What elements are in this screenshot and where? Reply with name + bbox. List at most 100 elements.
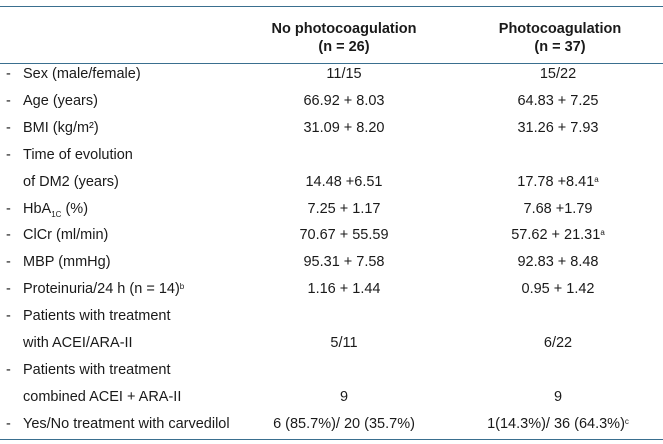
- value-text: 6/22: [543, 335, 573, 351]
- table-row: - Sex (male/female) 11/15 15/22: [0, 62, 663, 88]
- row-label: Age (years): [23, 93, 98, 109]
- row-label-text: Age (years): [23, 92, 98, 109]
- header-no-photocoagulation: No photocoagulation (n = 26): [244, 20, 444, 56]
- value-photocoagulation: 6/22: [458, 335, 658, 351]
- value-text: 95.31 + 7.58: [303, 254, 385, 271]
- value-photocoagulation: 31.26 + 7.93: [458, 120, 658, 136]
- row-label-text: Patients with treatment: [23, 308, 171, 325]
- value-no-photocoagulation: 14.48 +6.51: [244, 174, 444, 190]
- row-label-text: of DM2 (years): [23, 173, 119, 190]
- value-photocoagulation: 15/22: [458, 66, 658, 82]
- value-no-photocoagulation: 70.67 + 55.59: [244, 227, 444, 243]
- value-text: 7.25 + 1.17: [307, 200, 381, 217]
- header-photocoagulation: Photocoagulation (n = 37): [460, 20, 660, 56]
- value-no-photocoagulation: 9: [244, 389, 444, 405]
- value-text: 9: [339, 388, 349, 405]
- row-label-text: BMI (kg/m²): [23, 119, 99, 136]
- bottom-rule: [0, 439, 663, 440]
- value-text: 66.92 + 8.03: [303, 92, 385, 109]
- table-row: - BMI (kg/m²) 31.09 + 8.20 31.26 + 7.93: [0, 116, 663, 142]
- value-photocoagulation: 64.83 + 7.25: [458, 93, 658, 109]
- value-text: 70.67 + 55.59: [299, 227, 389, 244]
- row-label-text: Patients with treatment: [23, 361, 171, 378]
- value-no-photocoagulation: 66.92 + 8.03: [244, 93, 444, 109]
- row-label: of DM2 (years): [23, 174, 119, 190]
- row-label: HbA1C (%): [23, 200, 89, 219]
- table-row: combined ACEI + ARA-II 9 9: [0, 385, 663, 411]
- value-photocoagulation: 17.78 +8.41a: [458, 174, 658, 190]
- row-label-text: Sex (male/female): [23, 66, 141, 82]
- row-bullet: -: [6, 361, 11, 378]
- row-label: Yes/No treatment with carvedilol: [23, 416, 230, 432]
- value-text: 17.78 +8.41: [517, 173, 595, 190]
- value-photocoagulation: 92.83 + 8.48: [458, 254, 658, 270]
- row-bullet: -: [6, 66, 11, 82]
- header-photocoagulation-title: Photocoagulation: [498, 21, 622, 37]
- value-no-photocoagulation: 31.09 + 8.20: [244, 120, 444, 136]
- row-label: Time of evolution: [23, 147, 133, 163]
- row-label: Patients with treatment: [23, 308, 171, 324]
- row-label: BMI (kg/m²): [23, 120, 99, 136]
- row-label: ClCr (ml/min): [23, 227, 108, 243]
- table-row: with ACEI/ARA-II 5/11 6/22: [0, 331, 663, 357]
- row-bullet: -: [6, 200, 11, 217]
- value-no-photocoagulation: 1.16 + 1.44: [244, 281, 444, 297]
- table-row: of DM2 (years) 14.48 +6.51 17.78 +8.41a: [0, 170, 663, 196]
- value-text: 0.95 + 1.42: [521, 281, 595, 298]
- table-row: - MBP (mmHg) 95.31 + 7.58 92.83 + 8.48: [0, 250, 663, 276]
- row-label-suffix: (%): [61, 200, 89, 217]
- top-rule: [0, 6, 663, 7]
- value-text: 31.09 + 8.20: [303, 119, 385, 136]
- table-row: - ClCr (ml/min) 70.67 + 55.59 57.62 + 21.31…: [0, 223, 663, 249]
- value-footnote: c: [624, 416, 629, 426]
- row-label-text: Yes/No treatment with carvedilol: [23, 415, 230, 432]
- value-footnote: a: [600, 228, 605, 238]
- table-row: - Age (years) 66.92 + 8.03 64.83 + 7.25: [0, 89, 663, 115]
- header-photocoagulation-n: (n = 37): [534, 39, 586, 55]
- value-photocoagulation: 57.62 + 21.31a: [458, 227, 658, 243]
- value-text: 64.83 + 7.25: [517, 92, 599, 109]
- row-bullet: -: [6, 415, 11, 432]
- value-text: 1(14.3%)/ 36 (64.3%): [487, 415, 625, 432]
- row-label-text: HbA: [23, 200, 52, 217]
- table-row: - HbA1C (%) 7.25 + 1.17 7.68 +1.79: [0, 197, 663, 223]
- row-label-text: MBP (mmHg): [23, 254, 111, 271]
- value-photocoagulation: 9: [458, 389, 658, 405]
- value-text: 15/22: [539, 66, 577, 82]
- row-label: with ACEI/ARA-II: [23, 335, 133, 351]
- value-text: 92.83 + 8.48: [517, 254, 599, 271]
- header-rule: [0, 63, 663, 64]
- table-row: - Proteinuria/24 h (n = 14)b 1.16 + 1.44 0.…: [0, 277, 663, 303]
- row-label: Sex (male/female): [23, 66, 141, 82]
- value-text: 9: [553, 388, 563, 405]
- row-label: Proteinuria/24 h (n = 14)b: [23, 281, 184, 297]
- row-label-text: with ACEI/ARA-II: [23, 335, 133, 351]
- value-text: 11/15: [326, 66, 362, 82]
- value-text: 7.68 +1.79: [523, 200, 593, 217]
- row-label-text: combined ACEI + ARA-II: [23, 388, 182, 405]
- value-text: 57.62 + 21.31: [511, 227, 601, 244]
- row-label: combined ACEI + ARA-II: [23, 389, 181, 405]
- value-text: 14.48 +6.51: [305, 173, 383, 190]
- row-label-footnote: b: [179, 282, 185, 292]
- row-label-subscript: 1C: [51, 209, 62, 219]
- row-label-text: Time of evolution: [23, 146, 133, 163]
- value-no-photocoagulation: 95.31 + 7.58: [244, 254, 444, 270]
- value-photocoagulation: 7.68 +1.79: [458, 201, 658, 217]
- row-label-text: Proteinuria/24 h (n = 14): [23, 281, 180, 298]
- row-bullet: -: [6, 281, 11, 298]
- value-text: 5/11: [330, 335, 358, 351]
- row-bullet: -: [6, 146, 11, 163]
- row-label: MBP (mmHg): [23, 254, 111, 270]
- value-no-photocoagulation: 11/15: [244, 66, 444, 82]
- row-bullet: -: [6, 119, 11, 136]
- value-no-photocoagulation: 7.25 + 1.17: [244, 201, 444, 217]
- row-label: Patients with treatment: [23, 362, 171, 378]
- row-bullet: -: [6, 254, 11, 271]
- row-bullet: -: [6, 227, 11, 244]
- row-label-text: ClCr (ml/min): [23, 227, 109, 244]
- table-row: - Patients with treatment: [0, 358, 663, 384]
- value-no-photocoagulation: 5/11: [244, 335, 444, 351]
- header-no-photocoagulation-title: No photocoagulation: [271, 21, 417, 37]
- value-no-photocoagulation: 6 (85.7%)/ 20 (35.7%): [244, 416, 444, 432]
